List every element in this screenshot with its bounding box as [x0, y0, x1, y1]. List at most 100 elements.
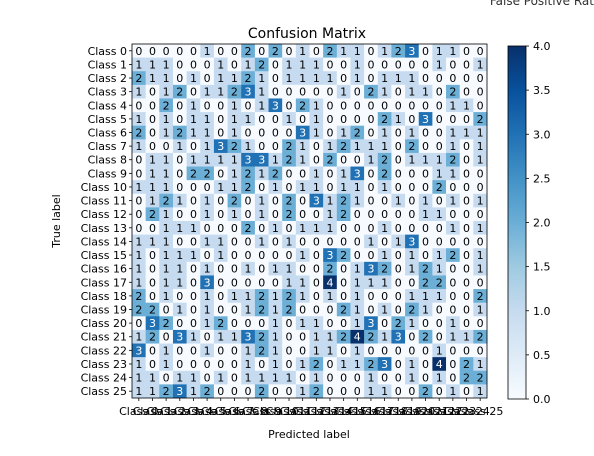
cell-value-r14-c23: 0 — [449, 235, 456, 248]
cell-r16-c8 — [241, 261, 256, 276]
cell-value-r23-c6: 0 — [217, 358, 224, 371]
cell-r18-c12 — [295, 289, 310, 303]
cell-r8-c10 — [268, 152, 283, 167]
cell-r22-c25 — [473, 343, 488, 358]
cell-r17-c25 — [473, 275, 488, 290]
cell-r10-c3 — [172, 180, 187, 195]
cell-r15-c15 — [336, 248, 351, 263]
cell-r14-c12 — [295, 234, 310, 249]
cell-value-r20-c16: 1 — [354, 317, 361, 330]
cell-r6-c2 — [159, 125, 174, 140]
cell-value-r10-c2: 1 — [163, 181, 170, 194]
cell-r4-c17 — [364, 98, 379, 113]
cell-r7-c5 — [200, 139, 215, 154]
cell-value-r15-c12: 1 — [299, 249, 306, 262]
cell-r22-c6 — [213, 343, 228, 358]
cell-value-r15-c9: 0 — [258, 249, 265, 262]
cell-value-r5-c18: 2 — [381, 113, 388, 126]
cell-r23-c23 — [446, 357, 460, 372]
cell-r13-c6 — [213, 221, 228, 235]
cell-value-r9-c14: 0 — [326, 167, 333, 180]
cell-value-r15-c25: 1 — [477, 249, 484, 262]
cell-r16-c17 — [364, 261, 379, 276]
cell-r11-c11 — [282, 193, 297, 208]
cell-value-r18-c22: 1 — [436, 290, 443, 303]
cell-r19-c2 — [159, 302, 174, 317]
cell-r9-c10 — [268, 166, 283, 181]
cell-r20-c7 — [227, 316, 242, 331]
cell-value-r12-c6: 0 — [217, 208, 224, 221]
cell-r17-c12 — [295, 275, 310, 290]
cell-value-r21-c6: 1 — [217, 331, 224, 344]
cell-r18-c18 — [377, 289, 392, 303]
cell-value-r20-c25: 0 — [477, 317, 484, 330]
cell-r5-c25 — [473, 112, 488, 126]
cell-value-r12-c2: 1 — [163, 208, 170, 221]
cell-value-r15-c24: 0 — [463, 249, 470, 262]
cell-value-r12-c14: 1 — [326, 208, 333, 221]
cell-r2-c17 — [364, 71, 379, 86]
cell-value-r3-c1: 0 — [149, 86, 156, 99]
cell-r7-c2 — [159, 139, 174, 154]
cell-value-r2-c3: 0 — [176, 72, 183, 85]
cell-r11-c17 — [364, 193, 379, 208]
cell-r12-c6 — [213, 207, 228, 222]
cell-value-r0-c17: 0 — [367, 45, 374, 58]
cell-value-r18-c19: 0 — [395, 290, 402, 303]
cell-value-r12-c12: 0 — [299, 208, 306, 221]
cell-value-r1-c22: 1 — [436, 58, 443, 71]
cell-r1-c1 — [145, 57, 160, 72]
cell-r10-c10 — [268, 180, 283, 195]
cell-value-r5-c10: 0 — [272, 113, 279, 126]
cell-value-r6-c15: 1 — [340, 127, 347, 140]
cell-r20-c21 — [418, 316, 433, 331]
cell-r9-c24 — [459, 166, 474, 181]
cell-r22-c22 — [432, 343, 447, 358]
cell-r21-c15 — [336, 329, 351, 344]
cell-value-r11-c4: 0 — [190, 195, 197, 208]
cell-r11-c9 — [254, 193, 269, 208]
cell-r19-c13 — [309, 302, 324, 317]
cell-value-r24-c3: 1 — [176, 372, 183, 385]
cell-r21-c6 — [213, 329, 228, 344]
cell-r24-c19 — [391, 370, 406, 385]
cell-value-r2-c7: 1 — [231, 72, 238, 85]
cell-r20-c17 — [364, 316, 379, 331]
cell-value-r23-c20: 1 — [408, 358, 415, 371]
cell-r15-c13 — [309, 248, 324, 263]
cell-value-r23-c22: 4 — [436, 358, 443, 371]
cell-r21-c19 — [391, 329, 406, 344]
cell-r7-c21 — [418, 139, 433, 154]
cell-r13-c18 — [377, 221, 392, 235]
cell-r10-c6 — [213, 180, 228, 195]
cell-value-r6-c11: 0 — [286, 127, 293, 140]
cell-value-r16-c6: 0 — [217, 263, 224, 276]
cell-r8-c11 — [282, 152, 297, 167]
cell-value-r4-c2: 2 — [163, 99, 170, 112]
cell-r24-c22 — [432, 370, 447, 385]
cell-value-r22-c0: 3 — [135, 344, 142, 357]
cell-r2-c7 — [227, 71, 242, 86]
cell-r24-c3 — [172, 370, 187, 385]
cell-value-r9-c2: 1 — [163, 167, 170, 180]
cell-r16-c1 — [145, 261, 160, 276]
cell-value-r20-c2: 2 — [163, 317, 170, 330]
cell-value-r3-c10: 0 — [272, 86, 279, 99]
cell-r21-c20 — [405, 329, 420, 344]
cell-value-r21-c10: 1 — [272, 331, 279, 344]
cell-r17-c24 — [459, 275, 474, 290]
cell-r12-c11 — [282, 207, 297, 222]
cell-r21-c24 — [459, 329, 474, 344]
cell-value-r6-c20: 1 — [408, 127, 415, 140]
cell-r17-c5 — [200, 275, 215, 290]
cell-r11-c24 — [459, 193, 474, 208]
cell-r22-c1 — [145, 343, 160, 358]
cell-value-r16-c23: 0 — [449, 263, 456, 276]
cell-r7-c18 — [377, 139, 392, 154]
cell-value-r22-c15: 0 — [340, 344, 347, 357]
cell-r2-c12 — [295, 71, 310, 86]
cell-r20-c13 — [309, 316, 324, 331]
cell-r1-c3 — [172, 57, 187, 72]
cell-value-r1-c17: 0 — [367, 58, 374, 71]
